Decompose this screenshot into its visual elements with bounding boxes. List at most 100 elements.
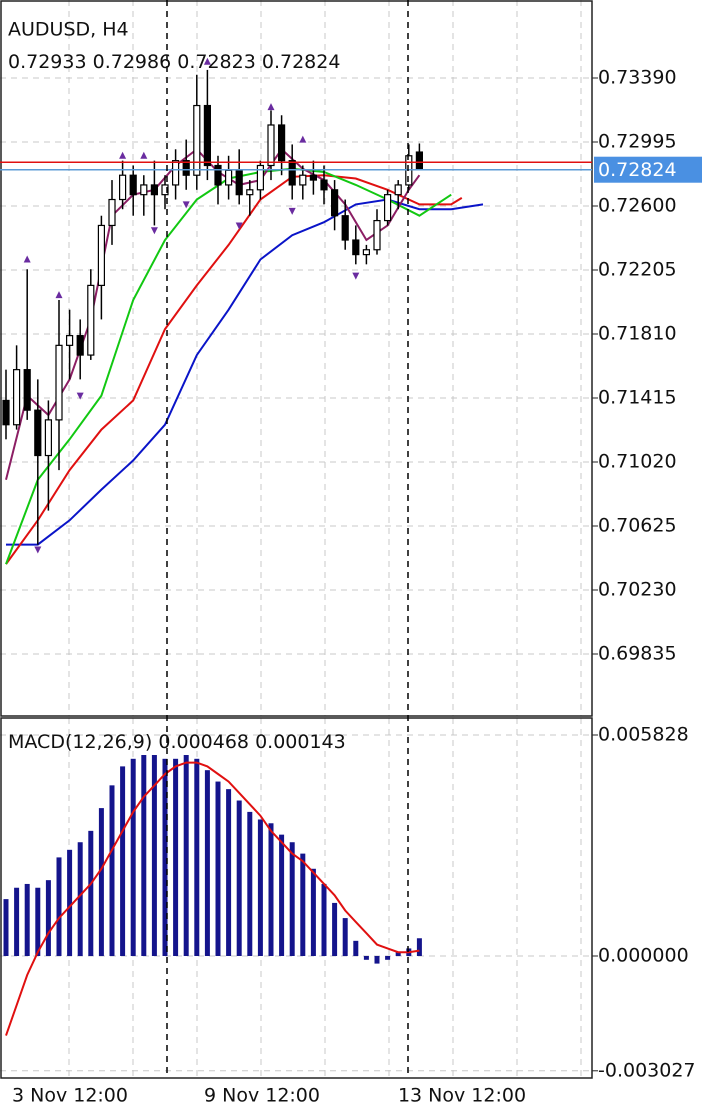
- chart-title: AUDUSD, H4: [8, 19, 129, 41]
- candle-body: [256, 164, 264, 191]
- candle-body: [384, 194, 392, 222]
- candle-body: [65, 335, 74, 346]
- candle-body: [352, 239, 360, 256]
- macd-bar: [120, 766, 126, 957]
- y-tick-label: 0.71810: [598, 323, 677, 345]
- macd-bar: [141, 755, 147, 957]
- close-value: 0.72824: [262, 51, 341, 73]
- y-tick-label: 0.70625: [598, 515, 677, 537]
- macd-bar: [56, 857, 62, 957]
- fractal-arrow: [182, 201, 190, 209]
- macd-panel: [0, 717, 593, 1079]
- macd-bar: [88, 830, 94, 957]
- candle-body: [299, 174, 307, 186]
- candle-body: [331, 189, 339, 217]
- y-tick-label: 0.69835: [598, 643, 677, 665]
- macd-bar: [268, 823, 274, 957]
- candle-body: [55, 344, 63, 421]
- price-label-box: [594, 156, 702, 183]
- open-value: 0.72933: [8, 51, 87, 73]
- ohlc-readout: 0.72933 0.72986 0.72823 0.72824: [8, 51, 340, 73]
- candle-body: [267, 124, 275, 167]
- macd-bar: [289, 842, 295, 957]
- candle-body: [76, 335, 84, 356]
- candle-body: [235, 169, 243, 196]
- candle-body: [13, 369, 21, 426]
- macd-value: 0.000468: [158, 731, 249, 753]
- y-tick-label: -0.003027: [598, 1059, 696, 1081]
- candle-body: [309, 174, 317, 181]
- candle-body: [150, 184, 158, 196]
- macd-bar: [300, 853, 306, 957]
- macd-bar: [35, 887, 41, 957]
- candle-body: [373, 219, 381, 251]
- macd-bar: [194, 758, 200, 957]
- macd-bar: [353, 940, 359, 957]
- macd-bar: [215, 781, 221, 957]
- price-label: 0.72824: [598, 159, 677, 181]
- candle-body: [415, 151, 423, 171]
- moving-average: [6, 198, 484, 546]
- macd-bar: [45, 880, 51, 957]
- fractal-arrow: [23, 255, 31, 263]
- macd-bar: [24, 883, 30, 957]
- macd-bar: [385, 956, 391, 960]
- macd-bar: [77, 842, 83, 957]
- y-tick-label: 0.71020: [598, 451, 677, 473]
- macd-bar: [183, 755, 189, 957]
- candle-body: [140, 184, 148, 196]
- candle-body: [34, 409, 42, 457]
- y-tick-label: 0.71415: [598, 387, 677, 409]
- candle-body: [320, 179, 328, 191]
- candle-body: [214, 164, 222, 186]
- candle-body: [23, 369, 31, 411]
- macd-bar: [226, 789, 232, 957]
- candle-body: [161, 184, 169, 196]
- candle-body: [87, 284, 95, 356]
- macd-bar: [130, 758, 136, 957]
- fractal-arrow: [352, 272, 360, 280]
- indicator-title: MACD(12,26,9) 0.000468 0.000143: [8, 731, 346, 753]
- candle-body: [394, 184, 402, 196]
- macd-bar: [98, 808, 104, 957]
- y-tick-label: 0.000000: [598, 945, 689, 967]
- low-value: 0.72823: [177, 51, 256, 73]
- signal-value: 0.000143: [255, 731, 346, 753]
- signal-line: [5, 761, 420, 1036]
- macd-bar: [14, 887, 20, 957]
- candle-body: [44, 419, 53, 457]
- macd-bar: [416, 938, 422, 957]
- candle-body: [278, 124, 286, 162]
- macd-bar: [67, 849, 73, 957]
- fractal-arrow: [119, 151, 127, 159]
- macd-bar: [162, 758, 168, 957]
- y-tick-label: 0.72995: [598, 131, 677, 153]
- candle-body: [246, 189, 254, 196]
- candle-body: [288, 160, 296, 186]
- macd-bar: [3, 899, 9, 957]
- candle-body: [172, 160, 180, 186]
- x-tick-label: 13 Nov 12:00: [398, 1085, 526, 1107]
- candle-body: [362, 249, 370, 256]
- macd-bar: [342, 918, 348, 957]
- fractal-arrow: [140, 151, 148, 159]
- macd-bar: [236, 800, 242, 957]
- y-tick-label: 0.70230: [598, 579, 677, 601]
- macd-bar: [395, 952, 401, 957]
- candle-body: [97, 224, 106, 286]
- macd-bar: [279, 834, 285, 957]
- macd-bar: [321, 883, 327, 957]
- macd-bar: [332, 902, 338, 957]
- candle-body: [118, 174, 127, 201]
- fractal-arrow: [299, 135, 307, 143]
- fractal-arrow: [150, 227, 158, 235]
- fractal-arrow: [235, 222, 243, 230]
- fractal-arrow: [203, 57, 211, 65]
- macd-bar: [310, 868, 316, 957]
- x-tick-label: 3 Nov 12:00: [12, 1085, 128, 1107]
- candle-body: [108, 198, 116, 227]
- y-tick-label: 0.005828: [598, 723, 689, 745]
- macd-bar: [204, 770, 210, 957]
- candle-body: [193, 104, 201, 176]
